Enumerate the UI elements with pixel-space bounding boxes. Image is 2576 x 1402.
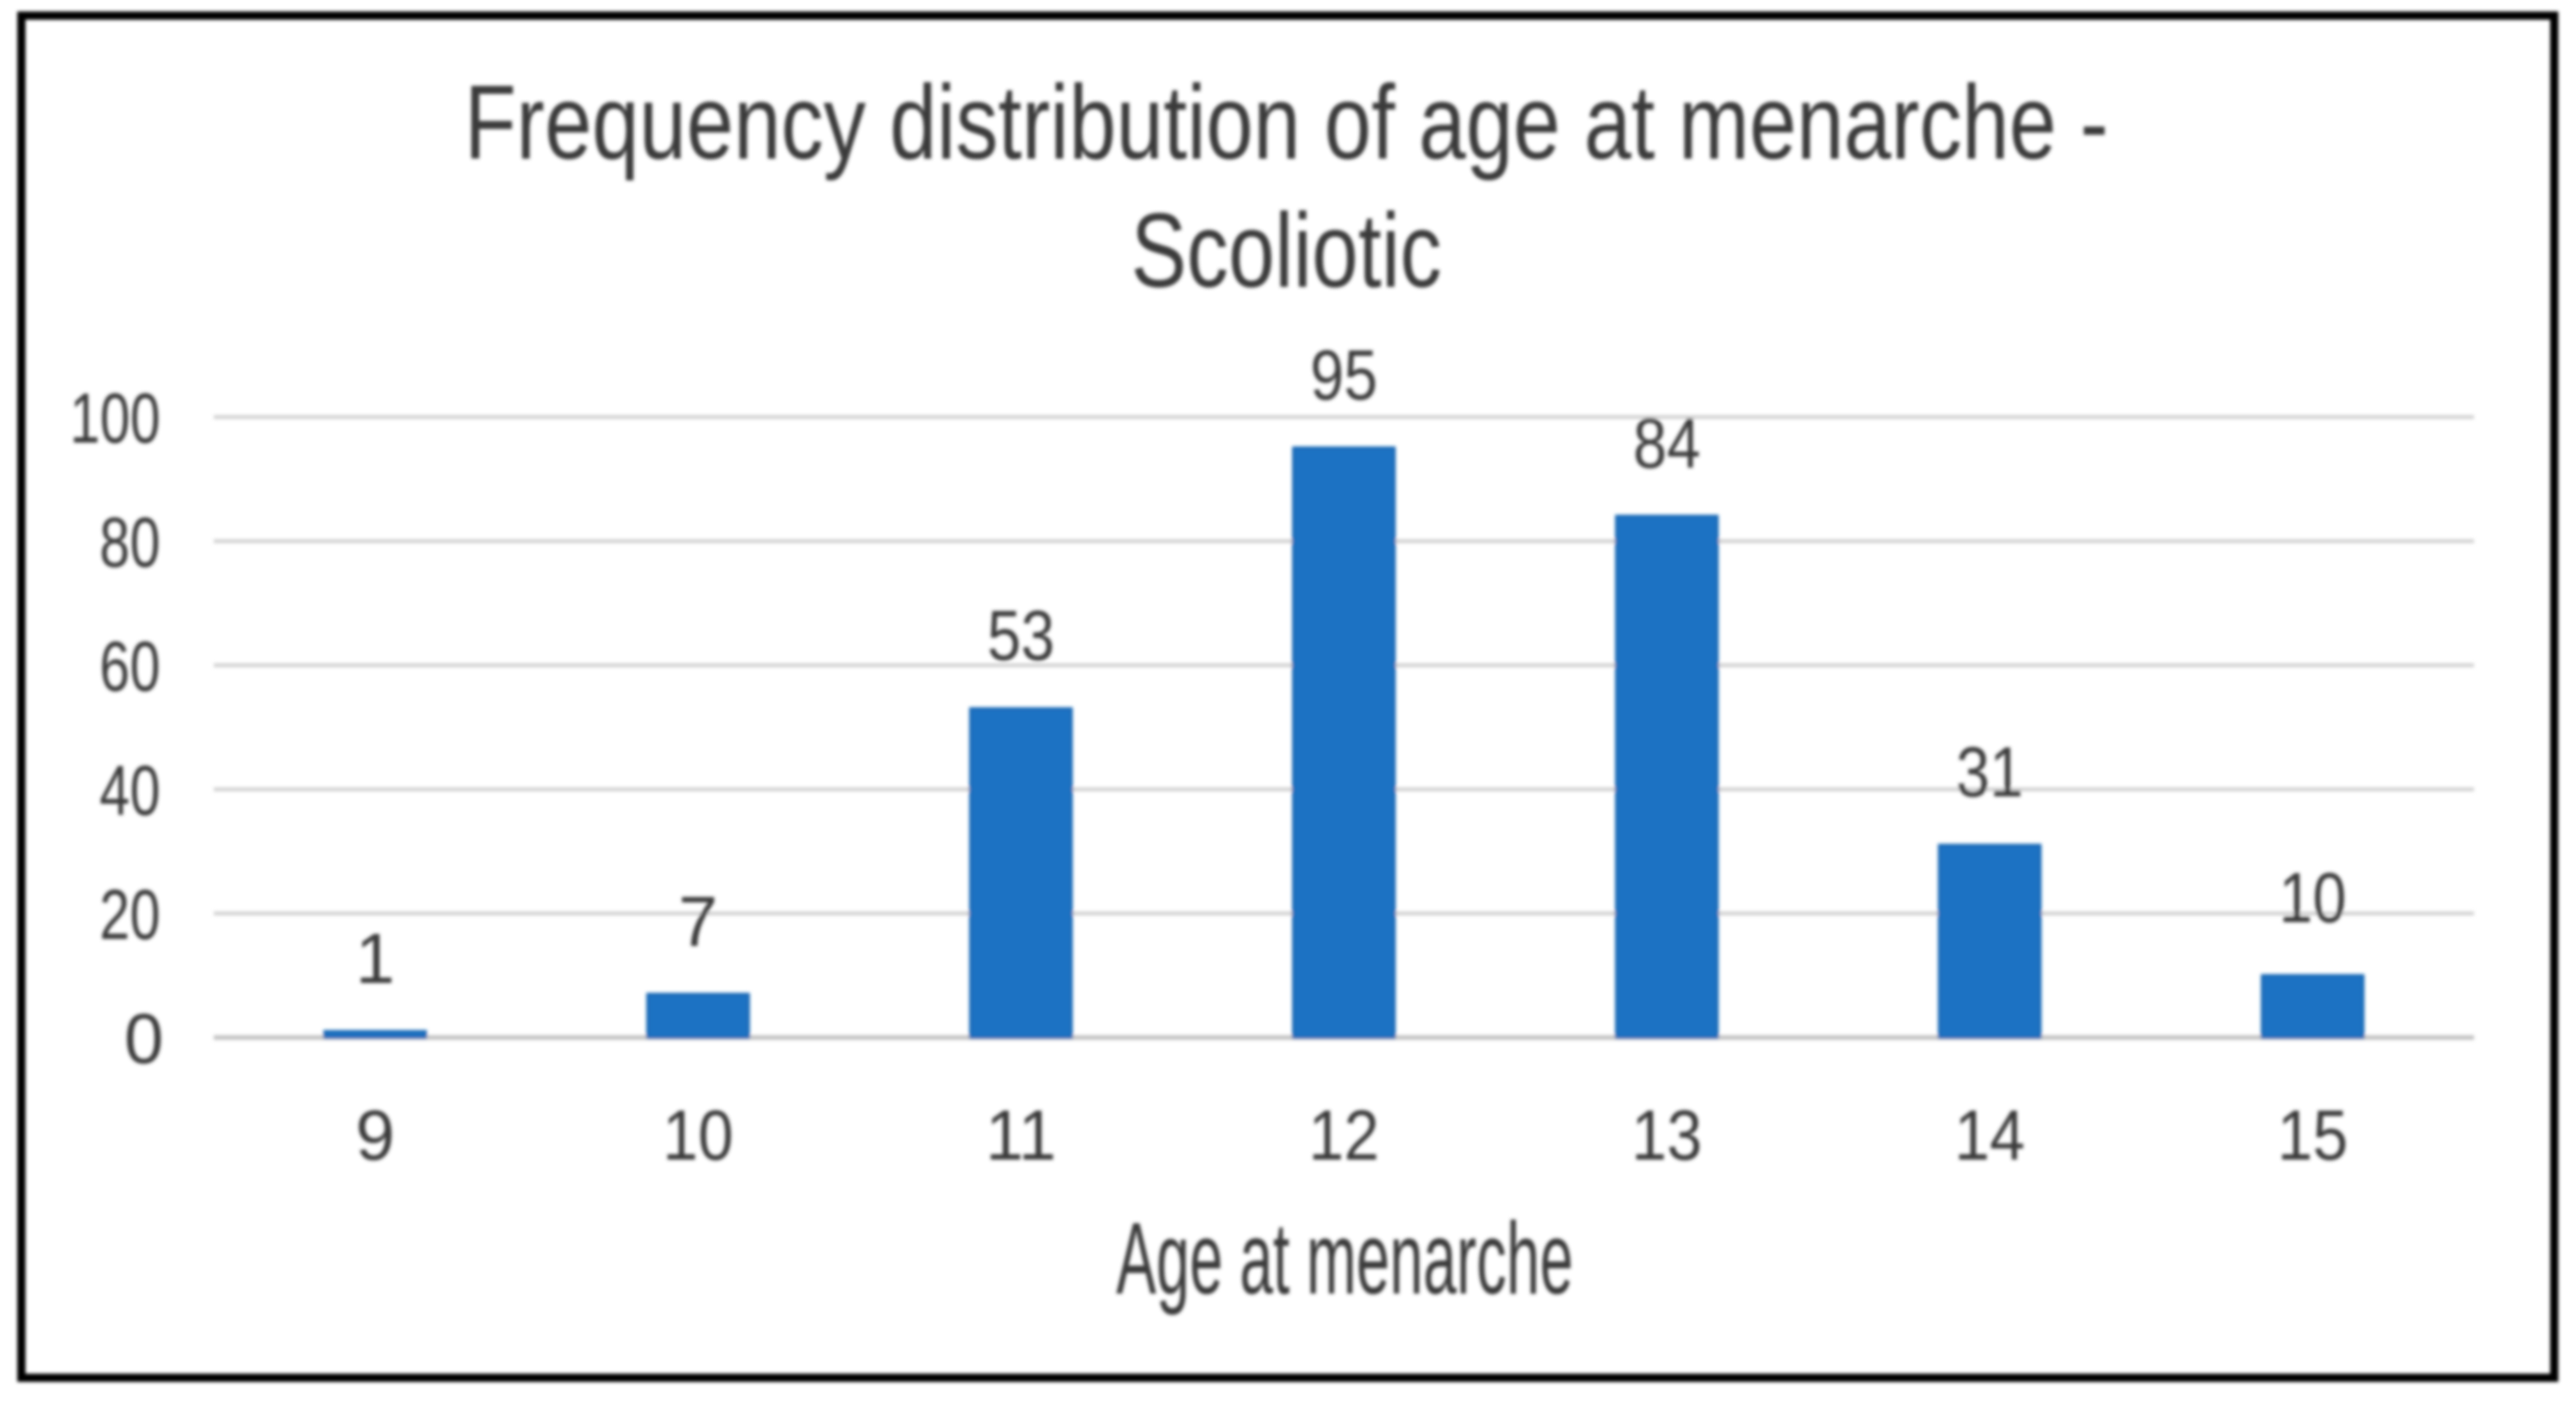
svg-text:100: 100 <box>70 380 160 459</box>
svg-text:10: 10 <box>662 1096 733 1175</box>
svg-text:9: 9 <box>355 1096 395 1175</box>
svg-text:40: 40 <box>99 752 160 831</box>
svg-text:11: 11 <box>986 1096 1056 1175</box>
svg-text:7: 7 <box>678 883 718 962</box>
svg-text:1: 1 <box>355 920 395 998</box>
svg-text:20: 20 <box>99 876 160 955</box>
svg-text:14: 14 <box>1955 1096 2025 1175</box>
svg-text:31: 31 <box>1956 733 2024 812</box>
svg-text:15: 15 <box>2278 1096 2348 1175</box>
svg-text:13: 13 <box>1632 1096 1702 1175</box>
svg-text:84: 84 <box>1633 404 1701 483</box>
svg-text:Age at menarche: Age at menarche <box>1116 1202 1573 1316</box>
svg-text:60: 60 <box>99 628 160 707</box>
svg-text:80: 80 <box>99 504 160 583</box>
svg-text:Scoliotic: Scoliotic <box>1131 192 1442 310</box>
svg-text:95: 95 <box>1310 336 1378 415</box>
svg-text:Frequency distribution of age: Frequency distribution of age at menarch… <box>464 64 2108 182</box>
svg-text:12: 12 <box>1309 1096 1379 1175</box>
svg-text:53: 53 <box>987 597 1055 676</box>
svg-text:0: 0 <box>124 1000 164 1079</box>
svg-text:10: 10 <box>2279 859 2347 938</box>
